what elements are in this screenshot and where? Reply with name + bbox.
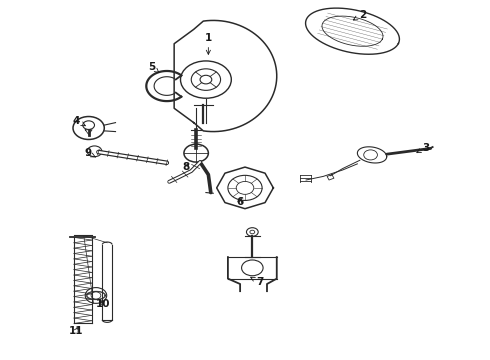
- Text: 4: 4: [73, 116, 85, 126]
- Text: 7: 7: [251, 277, 263, 287]
- Text: 10: 10: [96, 299, 111, 309]
- Text: 9: 9: [84, 148, 96, 158]
- Text: 1: 1: [205, 33, 212, 54]
- Text: 8: 8: [183, 162, 190, 172]
- Text: 2: 2: [353, 10, 366, 20]
- Text: 5: 5: [148, 62, 159, 73]
- Text: 3: 3: [417, 143, 429, 153]
- Text: 11: 11: [69, 325, 84, 336]
- Text: 6: 6: [237, 197, 244, 207]
